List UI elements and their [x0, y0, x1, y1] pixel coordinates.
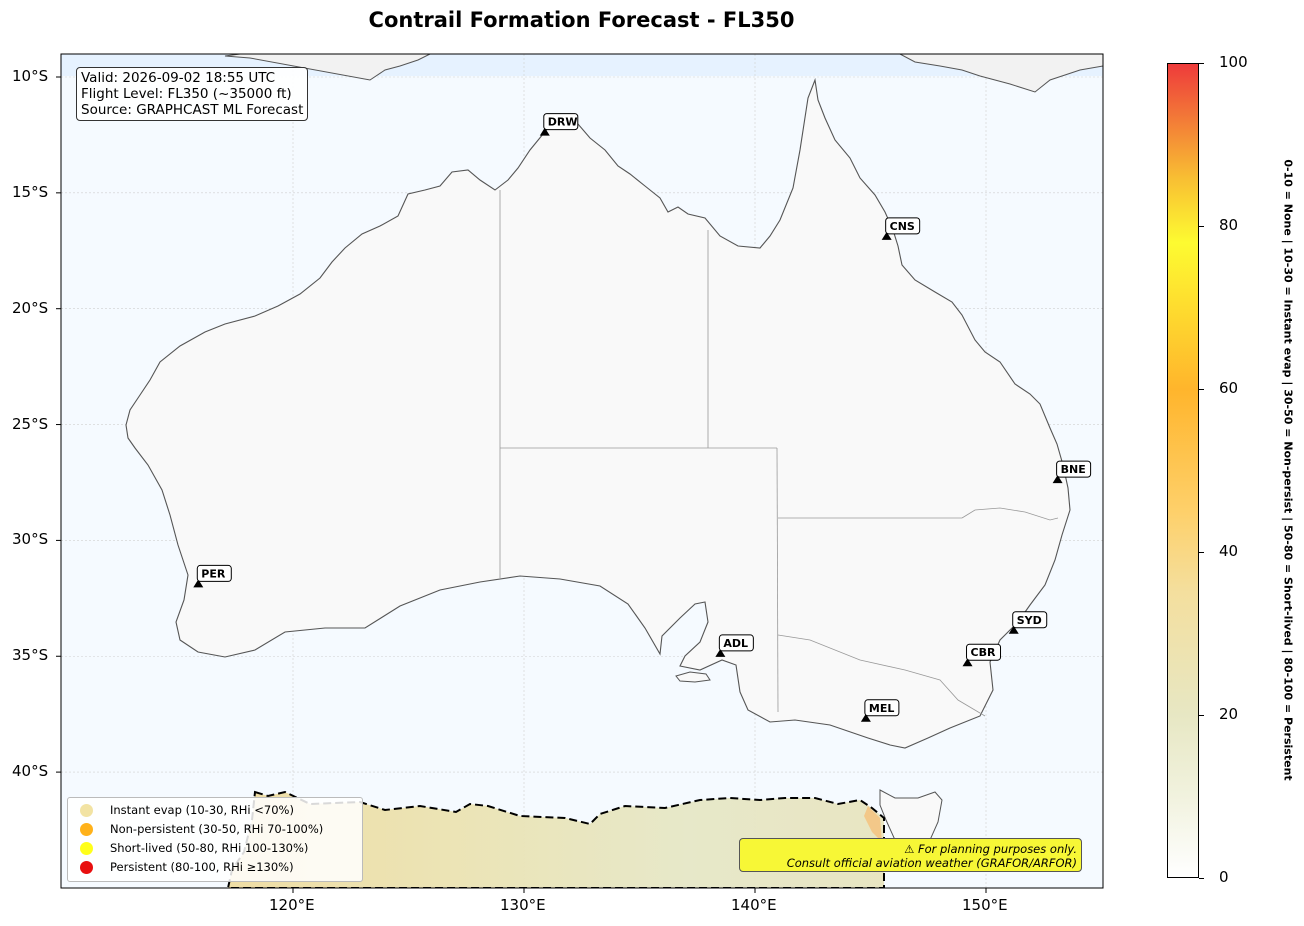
legend-label: Instant evap (10-30, RHi <70%)	[110, 803, 294, 817]
colorbar-tick	[1199, 226, 1204, 227]
airport-label-box	[718, 634, 754, 652]
state-borders	[499, 190, 1059, 717]
airport-label-box	[1012, 611, 1048, 629]
valid-time: Valid: 2026-09-02 18:55 UTC	[81, 70, 276, 86]
colorbar-tick-label: 100	[1219, 53, 1248, 71]
airport-label-box	[966, 643, 1002, 661]
legend-dot	[80, 803, 93, 817]
data-source: Source: GRAPHCAST ML Forecast	[81, 102, 304, 118]
airport-code: CBR	[971, 646, 996, 659]
map-frame	[60, 53, 1104, 889]
airport-code: DRW	[548, 116, 578, 129]
disclaimer-line-2: Consult official aviation weather (GRAFO…	[786, 856, 1077, 870]
colorbar-tick-label: 60	[1219, 379, 1239, 397]
contrail-zone	[226, 790, 885, 888]
airport-label-box	[864, 699, 900, 717]
airport-label-box	[1056, 460, 1092, 478]
airport-markers: DRW CNS BNE PER ADL SYD CBR MEL	[193, 113, 1092, 722]
colorbar-tick-label: 40	[1219, 542, 1239, 560]
lon-tick-label: 150°E	[962, 896, 1008, 914]
legend-item-instant-evap: Instant evap (10-30, RHi <70%)	[80, 803, 294, 817]
airport-cns[interactable]: CNS	[881, 217, 921, 240]
airport-label-box	[543, 113, 579, 131]
airport-drw[interactable]: DRW	[539, 113, 579, 136]
lat-tick-label: 15°S	[12, 182, 49, 201]
flight-level: Flight Level: FL350 (~35000 ft)	[81, 86, 292, 102]
airport-triangle-icon	[881, 231, 892, 240]
contrail-highlight	[864, 806, 882, 842]
lat-tick-label: 20°S	[12, 298, 49, 317]
colorbar-tick	[1199, 878, 1204, 879]
colorbar-tick-label: 20	[1219, 705, 1239, 723]
airport-code: PER	[201, 567, 226, 580]
airport-triangle-icon	[962, 658, 973, 667]
colorbar-tick	[1199, 552, 1204, 553]
legend-label: Short-lived (50-80, RHi 100-130%)	[110, 841, 309, 855]
airport-triangle-icon	[1052, 475, 1063, 484]
lat-tick-label: 25°S	[12, 414, 49, 433]
axis-ticks	[56, 76, 987, 893]
colorbar-tick-label: 0	[1219, 868, 1229, 886]
legend-item-short-lived: Short-lived (50-80, RHi 100-130%)	[80, 841, 308, 855]
lon-tick-label: 140°E	[731, 896, 777, 914]
lat-tick-label: 40°S	[12, 762, 49, 781]
legend-label: Non-persistent (30-50, RHi 70-100%)	[110, 822, 324, 836]
airport-bne[interactable]: BNE	[1052, 460, 1092, 484]
colorbar	[1167, 63, 1199, 878]
legend-label: Persistent (80-100, RHi ≥130%)	[110, 860, 294, 874]
airport-code: MEL	[869, 702, 894, 715]
airport-triangle-icon	[860, 713, 871, 722]
airport-mel[interactable]: MEL	[860, 699, 900, 722]
airport-adl[interactable]: ADL	[715, 634, 754, 657]
airport-triangle-icon	[193, 579, 204, 588]
airport-label-box	[885, 217, 921, 235]
legend: Instant evap (10-30, RHi <70%) Non-persi…	[67, 797, 363, 882]
airport-code: BNE	[1061, 463, 1086, 476]
info-box: Valid: 2026-09-02 18:55 UTC Flight Level…	[76, 67, 309, 121]
legend-item-non-persistent: Non-persistent (30-50, RHi 70-100%)	[80, 822, 323, 836]
airport-triangle-icon	[715, 648, 726, 657]
airport-cbr[interactable]: CBR	[962, 643, 1002, 667]
disclaimer-line-1: ⚠ For planning purposes only.	[904, 842, 1077, 856]
lat-tick-label: 35°S	[12, 646, 49, 665]
papua-coast	[224, 54, 1103, 93]
lon-tick-label: 130°E	[500, 896, 546, 914]
airport-code: SYD	[1017, 614, 1042, 627]
legend-dot	[80, 860, 93, 874]
chart-title: Contrail Formation Forecast - FL350	[368, 8, 795, 32]
australia-mainland	[125, 77, 1071, 749]
lat-tick-label: 30°S	[12, 530, 49, 549]
colorbar-category-label: 0-10 = None | 10-30 = Instant evap | 30-…	[1281, 159, 1295, 781]
legend-item-persistent: Persistent (80-100, RHi ≥130%)	[80, 860, 294, 874]
legend-dot	[80, 822, 93, 836]
airport-per[interactable]: PER	[193, 564, 232, 588]
colorbar-tick	[1199, 63, 1204, 64]
kangaroo-island	[675, 671, 711, 683]
lon-tick-label: 120°E	[269, 896, 315, 914]
colorbar-tick	[1199, 715, 1204, 716]
lat-tick-label: 10°S	[12, 67, 49, 85]
legend-dot	[80, 841, 93, 855]
airport-code: ADL	[723, 637, 748, 650]
airport-triangle-icon	[1008, 625, 1019, 634]
airport-code: CNS	[890, 220, 915, 233]
disclaimer-box: ⚠ For planning purposes only. Consult of…	[739, 838, 1082, 872]
airport-label-box	[196, 564, 232, 582]
colorbar-tick-label: 80	[1219, 216, 1239, 234]
airport-syd[interactable]: SYD	[1008, 611, 1048, 634]
airport-triangle-icon	[539, 127, 550, 136]
colorbar-tick	[1199, 389, 1204, 390]
